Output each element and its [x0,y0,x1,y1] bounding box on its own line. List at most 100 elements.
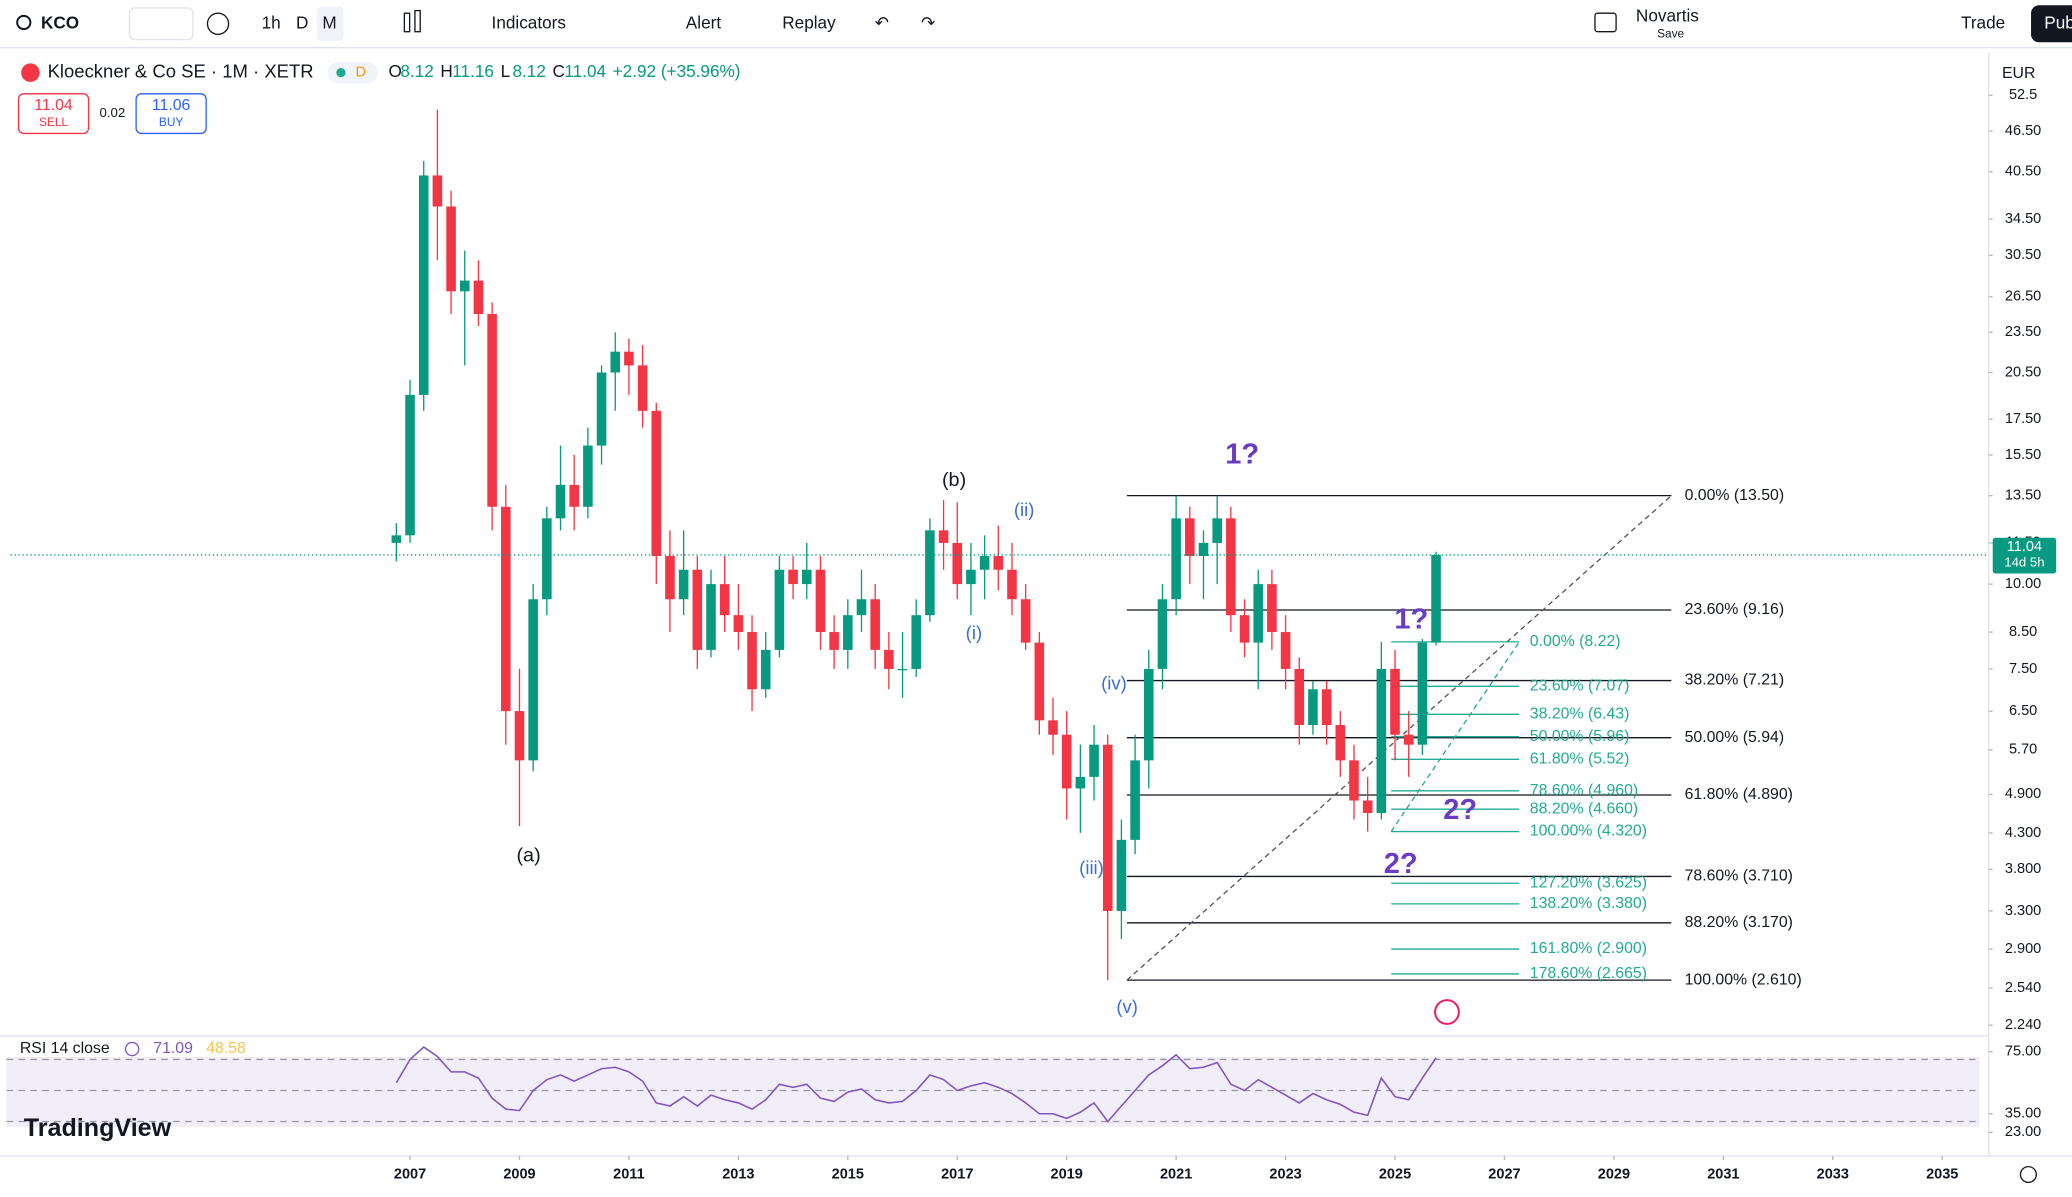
wave-label: 2? [1384,848,1418,880]
status-dot [336,68,346,78]
candle-body [1417,642,1428,745]
fib-label: 100.00% (4.320) [1530,823,1647,840]
candle-body [1048,720,1058,735]
fib-label: 78.60% (3.710) [1685,868,1793,885]
compare-button[interactable] [206,12,230,36]
wave-label: (iii) [1079,857,1104,878]
rsi-tick-label: 23.00 [2005,1124,2041,1140]
change: +2.92 (+35.96%) [613,61,741,81]
candle-body [843,615,853,650]
symbol-logo [21,63,40,82]
chart-type-icon [414,9,421,33]
candle-body [1075,776,1086,789]
y-tick-label: 23.50 [2005,324,2041,340]
interval[interactable]: 1h [262,12,281,32]
y-tick-label: 2.900 [2005,941,2041,957]
symbol[interactable]: KCO [41,12,79,32]
candle-body [596,372,607,446]
delay-flag: D [355,65,365,81]
y-tick-label: 7.50 [2009,661,2037,677]
candle-body [1034,642,1045,721]
sell-price: 11.04 [34,97,73,114]
candle-body [1116,839,1127,911]
candle-body [1349,760,1359,801]
candle-body [459,280,470,292]
candle-body [925,530,935,616]
rsi-tick-label: 75.00 [2005,1044,2041,1060]
interval-active [317,6,344,41]
fib-label: 127.20% (3.625) [1530,874,1647,891]
interval[interactable]: D [296,12,308,32]
rsi-ma-value: 48.58 [206,1040,246,1057]
y-tick-label: 30.50 [2005,247,2041,263]
layout-save[interactable]: Save [1657,26,1684,40]
rsi-settings[interactable] [124,1041,140,1057]
publish-button[interactable] [2031,5,2072,43]
axis-settings[interactable] [2019,1165,2037,1184]
candle-body [979,556,990,570]
candle-body [405,394,415,536]
candle-body [1294,668,1305,726]
candle-body [1390,668,1400,735]
candle-body [665,556,675,600]
candle-body [1321,689,1332,726]
candle-body [514,711,525,761]
fib-label: 61.80% (4.890) [1685,786,1793,803]
rsi-line [395,1046,1437,1123]
candle-body [1253,584,1264,643]
layout-icon[interactable] [1594,12,1617,33]
candle-body [1362,800,1373,814]
trade-button[interactable]: Trade [1961,12,2005,32]
y-tick-label: 13.50 [2005,487,2041,503]
candle-body [418,175,429,395]
alert-button[interactable]: Alert [686,12,722,32]
x-tick-label: 2017 [941,1166,973,1182]
y-tick-label: 46.50 [2005,123,2041,139]
candle-body [583,445,593,507]
candle-body [637,365,648,411]
undo[interactable]: ↶ [875,12,889,32]
indicators-button[interactable]: Indicators [492,12,566,32]
symbol-menu[interactable] [128,7,194,41]
candle-body [1239,615,1250,643]
fib-label: 88.20% (4.660) [1530,800,1638,817]
x-tick-label: 2013 [722,1166,754,1182]
candle-body [1171,518,1181,600]
x-tick-label: 2031 [1707,1166,1739,1182]
candle-body [774,569,785,650]
fib-label: 138.20% (3.380) [1530,895,1647,912]
candle-body [1130,760,1140,840]
sell-label: SELL [39,115,68,129]
y-tick-label: 17.50 [2005,411,2041,427]
fib-label: 50.00% (5.94) [1685,729,1785,746]
event-icon[interactable] [1434,999,1460,1025]
interval[interactable]: M [322,12,336,32]
y-tick-label: 15.50 [2005,447,2041,463]
y-tick-label: 10.00 [2005,576,2041,592]
candle-body [856,599,867,616]
candle-body [884,649,894,669]
layout-name[interactable]: Novartis [1636,6,1699,26]
candle-body [993,556,1004,570]
candle-body [870,599,880,650]
sell-button[interactable] [17,93,90,135]
candle-body [897,668,908,671]
x-tick-label: 2021 [1160,1166,1192,1182]
candle-body [487,313,497,507]
y-tick-label: 4.900 [2005,786,2041,802]
ohlc-value: 8.12 [400,61,433,81]
candle-body [1157,599,1168,669]
currency[interactable]: EUR [2002,65,2035,82]
y-tick-label: 5.70 [2009,742,2037,758]
replay-button[interactable]: Replay [782,12,836,32]
redo[interactable]: ↷ [921,12,935,32]
search-icon[interactable] [16,14,32,31]
buy-button[interactable] [135,93,207,135]
buy-price: 11.06 [152,97,191,114]
chart-type-icon[interactable] [403,12,411,33]
x-tick-label: 2027 [1488,1166,1520,1182]
candle-body [446,206,456,292]
candle-body [1102,744,1113,911]
